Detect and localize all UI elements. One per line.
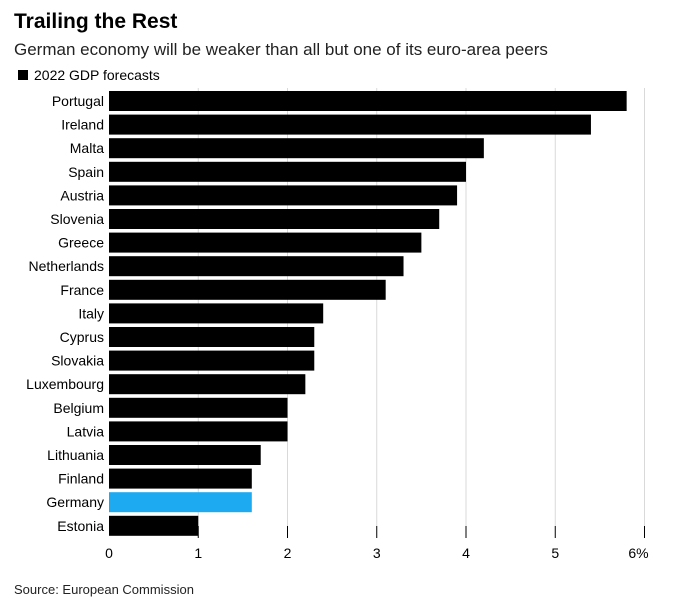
category-label: Latvia <box>67 423 105 439</box>
bar-greece <box>109 232 422 253</box>
bar-austria <box>109 185 458 206</box>
category-label: Netherlands <box>29 258 105 274</box>
x-tick-label: 3 <box>373 545 381 561</box>
category-label: Cyprus <box>60 329 104 345</box>
chart-title: Trailing the Rest <box>14 10 178 33</box>
bar-estonia <box>109 515 199 536</box>
bar-luxembourg <box>109 374 306 395</box>
category-labels: Portugal Ireland Malta Spain Austria Slovenia… <box>26 93 104 534</box>
bar-netherlands <box>109 256 404 277</box>
x-tick-label: 4 <box>462 545 470 561</box>
chart-subtitle: German economy will be weaker than all b… <box>14 40 548 59</box>
bar-finland <box>109 468 252 489</box>
bar-slovenia <box>109 209 440 229</box>
bar-slovakia <box>109 350 315 371</box>
category-label: France <box>60 282 104 298</box>
bar-portugal <box>109 91 627 111</box>
bar-italy <box>109 303 324 324</box>
bars <box>109 91 627 536</box>
x-tick-label: 1 <box>194 545 202 561</box>
category-label: Ireland <box>61 117 104 133</box>
x-axis: 0 1 2 3 4 5 6% <box>105 526 649 561</box>
x-tick-label: 5 <box>551 545 559 561</box>
bar-germany <box>109 492 252 513</box>
x-tick-label: 6% <box>628 545 648 561</box>
x-tick-label: 2 <box>284 545 292 561</box>
bar-lithuania <box>109 445 261 465</box>
category-label: Greece <box>58 235 104 251</box>
category-label: Germany <box>46 494 104 510</box>
bar-spain <box>109 161 466 182</box>
category-label: Slovakia <box>51 353 104 369</box>
bar-belgium <box>109 397 288 418</box>
source-note: Source: European Commission <box>14 582 194 597</box>
bar-cyprus <box>109 327 315 347</box>
category-label: Malta <box>70 140 104 156</box>
x-tick-label: 0 <box>105 545 113 561</box>
category-label: Italy <box>78 305 104 321</box>
category-label: Estonia <box>57 518 104 534</box>
category-label: Austria <box>60 187 104 203</box>
legend-label: 2022 GDP forecasts <box>34 67 160 83</box>
bar-ireland <box>109 114 591 135</box>
legend-swatch <box>18 70 28 80</box>
category-label: Luxembourg <box>26 376 104 392</box>
legend: 2022 GDP forecasts <box>18 67 160 83</box>
category-label: Finland <box>58 471 104 487</box>
category-label: Lithuania <box>47 447 104 463</box>
bar-latvia <box>109 421 288 442</box>
category-label: Slovenia <box>50 211 104 227</box>
bar-france <box>109 279 386 300</box>
category-label: Belgium <box>53 400 104 416</box>
category-label: Spain <box>68 164 104 180</box>
category-label: Portugal <box>52 93 104 109</box>
bar-malta <box>109 138 484 159</box>
